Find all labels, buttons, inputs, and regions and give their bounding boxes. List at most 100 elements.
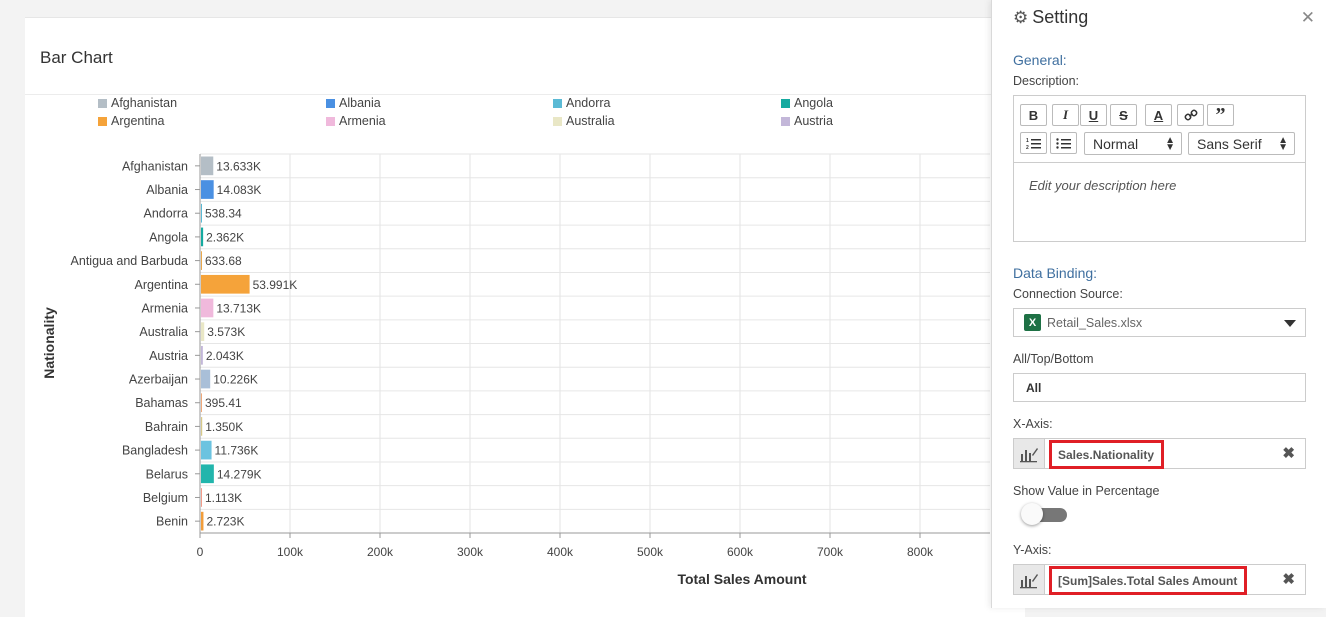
- legend-label: Angola: [794, 96, 833, 110]
- font-family-select[interactable]: Sans Serif ▲ ▼: [1188, 132, 1295, 155]
- quote-button[interactable]: ”: [1207, 104, 1234, 126]
- close-icon[interactable]: ✕: [1300, 8, 1315, 27]
- y-tick-label: Belarus: [146, 467, 188, 481]
- bar: [201, 346, 203, 365]
- legend-item[interactable]: Afghanistan: [98, 96, 177, 110]
- bar: [201, 440, 212, 460]
- x-axis-binding: Sales.Nationality ✖: [1013, 438, 1306, 469]
- settings-title-label: Setting: [1032, 7, 1089, 27]
- x-tick-label: 500k: [637, 545, 664, 559]
- strikethrough-button[interactable]: S: [1110, 104, 1137, 126]
- gear-icon: ⚙: [1013, 7, 1029, 27]
- show-percentage-toggle[interactable]: [1021, 503, 1067, 525]
- remove-y-axis-icon[interactable]: ✖: [1282, 571, 1295, 588]
- x-tick-label: 700k: [817, 545, 844, 559]
- description-placeholder[interactable]: Edit your description here: [1029, 178, 1177, 193]
- data-label: 633.68: [205, 254, 242, 268]
- italic-button[interactable]: I: [1052, 104, 1079, 126]
- x-axis-field-tag[interactable]: Sales.Nationality: [1049, 440, 1164, 469]
- bold-button[interactable]: B: [1020, 104, 1047, 126]
- excel-file-icon: X: [1024, 314, 1041, 331]
- bar: [201, 180, 214, 199]
- all-top-bottom-value: All: [1026, 380, 1042, 395]
- chart-card: Bar Chart: [25, 17, 1025, 617]
- settings-header: ⚙ Setting ✕: [992, 0, 1326, 36]
- legend-item[interactable]: Angola: [781, 96, 833, 110]
- font-color-button[interactable]: A: [1145, 104, 1172, 126]
- bar: [201, 322, 205, 341]
- data-label: 14.083K: [217, 183, 262, 197]
- legend-item[interactable]: Andorra: [553, 96, 610, 110]
- legend-label: Austria: [794, 114, 833, 128]
- y-tick-label: Armenia: [141, 301, 188, 315]
- link-button[interactable]: [1177, 104, 1204, 126]
- bar-chart-edit-icon: [1020, 447, 1038, 462]
- data-label: 395.41: [205, 396, 242, 410]
- underline-button[interactable]: U: [1080, 104, 1107, 126]
- legend-swatch: [326, 116, 335, 126]
- legend-swatch: [98, 98, 107, 108]
- data-label: 1.113K: [205, 491, 242, 505]
- bar: [201, 417, 203, 436]
- y-tick-label: Afghanistan: [122, 159, 188, 173]
- data-binding-section-title: Data Binding:: [1013, 265, 1098, 281]
- y-tick-label: Angola: [149, 230, 188, 244]
- legend-item[interactable]: Austria: [781, 114, 833, 128]
- bar: [201, 511, 204, 531]
- y-tick-label: Andorra: [144, 207, 189, 221]
- data-label: 2.723K: [206, 515, 244, 529]
- bar: [201, 298, 214, 318]
- svg-text:1: 1: [1026, 138, 1029, 144]
- y-tick-label: Albania: [146, 183, 188, 197]
- y-tick-label: Austria: [149, 349, 188, 363]
- bar-chart-edit-icon: [1020, 573, 1038, 588]
- bar: [201, 274, 250, 294]
- connection-source-value: Retail_Sales.xlsx: [1047, 315, 1143, 330]
- x-tick-label: 0: [197, 545, 204, 559]
- data-label: 10.226K: [213, 373, 258, 387]
- legend-item[interactable]: Argentina: [98, 114, 165, 128]
- legend-label: Andorra: [566, 96, 611, 110]
- data-label: 1.350K: [205, 420, 243, 434]
- chart-settings-icon[interactable]: [1014, 565, 1045, 594]
- bar: [201, 369, 211, 389]
- bar: [201, 488, 203, 507]
- x-axis-title: Total Sales Amount: [677, 571, 806, 587]
- chevron-down-icon: [1284, 320, 1296, 327]
- y-tick-label: Antigua and Barbuda: [71, 254, 189, 268]
- font-size-select[interactable]: Normal ▲ ▼: [1084, 132, 1182, 155]
- link-icon: [1184, 109, 1197, 121]
- legend-item[interactable]: Armenia: [326, 114, 386, 128]
- y-axis-field-tag[interactable]: [Sum]Sales.Total Sales Amount: [1049, 566, 1247, 595]
- data-label: 538.34: [205, 207, 242, 221]
- legend-swatch: [781, 116, 790, 126]
- legend-item[interactable]: Albania: [326, 96, 381, 110]
- bar: [201, 251, 202, 270]
- legend-swatch: [781, 98, 790, 108]
- data-label: 14.279K: [217, 467, 262, 481]
- bar: [201, 227, 204, 247]
- data-label: 3.573K: [207, 325, 245, 339]
- legend-item[interactable]: Australia: [553, 114, 615, 128]
- all-top-bottom-label: All/Top/Bottom: [1013, 352, 1094, 366]
- data-label: 2.043K: [206, 349, 244, 363]
- sort-caret-icon: ▲ ▼: [1165, 135, 1175, 153]
- description-label: Description:: [1013, 74, 1079, 88]
- chart-title: Bar Chart: [40, 48, 113, 67]
- ordered-list-icon: 12: [1026, 138, 1041, 150]
- connection-source-dropdown[interactable]: X Retail_Sales.xlsx: [1013, 308, 1306, 337]
- font-size-value: Normal: [1093, 135, 1139, 152]
- legend-label: Australia: [566, 114, 615, 128]
- remove-x-axis-icon[interactable]: ✖: [1282, 445, 1295, 462]
- x-tick-label: 600k: [727, 545, 754, 559]
- legend-label: Armenia: [339, 114, 386, 128]
- chart-settings-icon[interactable]: [1014, 439, 1045, 468]
- all-top-bottom-select[interactable]: All: [1013, 373, 1306, 402]
- y-tick-label: Bahamas: [135, 396, 188, 410]
- bullet-list-button[interactable]: [1050, 132, 1077, 154]
- x-tick-label: 400k: [547, 545, 574, 559]
- x-tick-label: 300k: [457, 545, 484, 559]
